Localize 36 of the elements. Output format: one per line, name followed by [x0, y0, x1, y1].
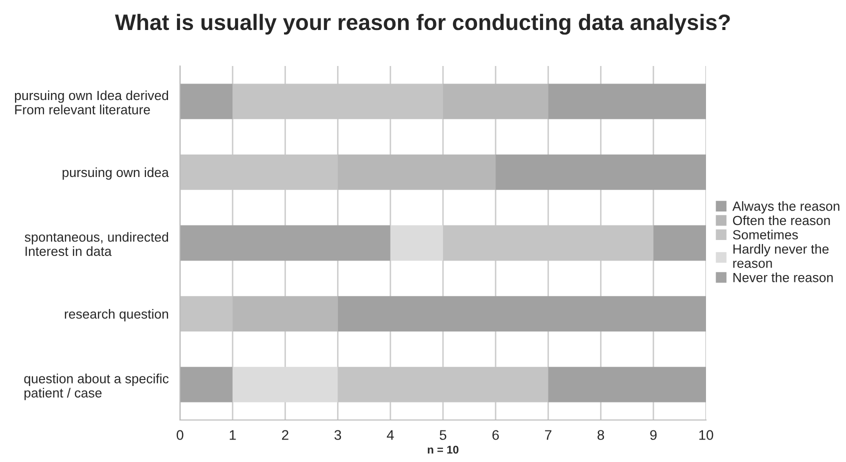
- bar: [232, 296, 338, 332]
- x-tick-label: 9: [650, 430, 657, 440]
- bar: [180, 225, 390, 261]
- x-tick-label: 8: [598, 430, 604, 440]
- bar: [548, 366, 706, 402]
- y-tick-label: question about a specific patient / case: [24, 374, 169, 400]
- bar: [338, 296, 706, 332]
- bar: [548, 84, 706, 120]
- x-tick-label: 6: [492, 430, 499, 440]
- x-tick-label: 5: [440, 430, 446, 440]
- legend-label: Hardly never the reason: [733, 244, 829, 268]
- x-tick-label: 7: [545, 430, 552, 440]
- legend-label: Never the reason: [733, 272, 833, 282]
- x-tick-label: 3: [334, 430, 342, 440]
- x-axis-title: n = 10: [428, 446, 458, 454]
- x-tick-label: 2: [282, 430, 288, 440]
- x-tick-label: 4: [386, 430, 394, 440]
- bar: [232, 366, 338, 402]
- bar: [180, 84, 233, 120]
- y-tick-label: pursuing own idea: [62, 167, 169, 180]
- x-tick-label: 10: [699, 430, 714, 440]
- y-tick-label: pursuing own Idea derived From relevant literature: [14, 90, 168, 114]
- chart-title: What is usually your reason for conducting data analysis?: [114, 14, 730, 35]
- bar: [390, 225, 443, 261]
- legend-label: Always the reason: [732, 201, 840, 214]
- x-tick-label: 0: [176, 430, 184, 440]
- bar: [338, 154, 496, 190]
- y-tick-label: research question: [64, 309, 168, 322]
- bar: [496, 154, 706, 190]
- legend-label: Sometimes: [732, 230, 798, 240]
- bar: [653, 225, 706, 261]
- bar: [443, 84, 548, 120]
- y-tick-label: spontaneous, undirected Interest in data: [24, 232, 168, 256]
- x-tick-label: 1: [230, 430, 236, 440]
- legend-label: Often the reason: [732, 215, 830, 226]
- bar: [180, 366, 233, 402]
